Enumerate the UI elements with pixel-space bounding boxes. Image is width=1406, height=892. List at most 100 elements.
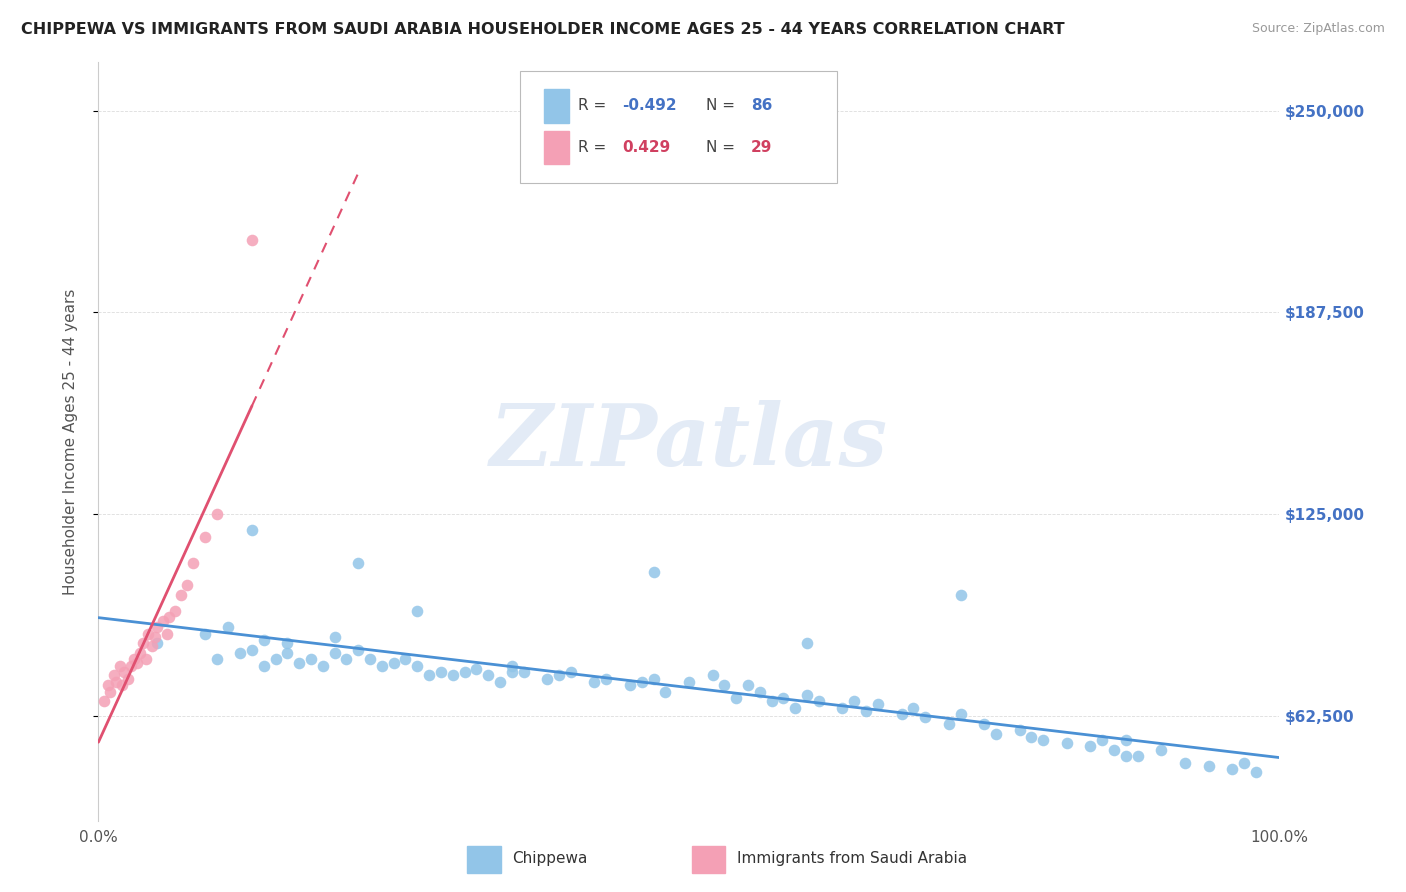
- Text: R =: R =: [578, 98, 610, 113]
- Point: [973, 716, 995, 731]
- Point: [654, 684, 676, 698]
- Point: [512, 665, 534, 680]
- Point: [176, 578, 198, 592]
- Point: [165, 604, 187, 618]
- Point: [477, 668, 499, 682]
- Point: [205, 507, 228, 521]
- Point: [453, 665, 475, 680]
- Text: Source: ZipAtlas.com: Source: ZipAtlas.com: [1251, 22, 1385, 36]
- Point: [276, 636, 298, 650]
- Point: [1115, 733, 1137, 747]
- Point: [146, 620, 169, 634]
- Point: [122, 652, 145, 666]
- Point: [785, 700, 807, 714]
- Point: [1198, 759, 1220, 773]
- Text: N =: N =: [706, 140, 740, 155]
- Text: 86: 86: [751, 98, 772, 113]
- Point: [93, 694, 115, 708]
- Point: [194, 626, 217, 640]
- Point: [132, 636, 155, 650]
- Point: [418, 668, 440, 682]
- Point: [796, 688, 818, 702]
- Text: CHIPPEWA VS IMMIGRANTS FROM SAUDI ARABIA HOUSEHOLDER INCOME AGES 25 - 44 YEARS C: CHIPPEWA VS IMMIGRANTS FROM SAUDI ARABIA…: [21, 22, 1064, 37]
- Point: [406, 658, 429, 673]
- Point: [831, 700, 853, 714]
- Point: [903, 700, 925, 714]
- Point: [548, 668, 571, 682]
- Point: [1080, 739, 1102, 754]
- Point: [382, 656, 405, 670]
- Point: [844, 694, 866, 708]
- Point: [501, 658, 523, 673]
- Point: [97, 678, 120, 692]
- Point: [141, 640, 163, 654]
- Point: [229, 646, 252, 660]
- Point: [394, 652, 416, 666]
- Point: [103, 668, 125, 682]
- Point: [312, 658, 335, 673]
- Point: [1220, 762, 1243, 776]
- Point: [430, 665, 453, 680]
- Point: [949, 588, 972, 602]
- Point: [323, 646, 346, 660]
- Y-axis label: Householder Income Ages 25 - 44 years: Householder Income Ages 25 - 44 years: [63, 288, 77, 595]
- Point: [890, 707, 912, 722]
- Point: [1056, 736, 1078, 750]
- Bar: [692, 846, 725, 873]
- Point: [489, 674, 512, 689]
- Point: [135, 652, 157, 666]
- Point: [1115, 749, 1137, 764]
- Point: [335, 652, 357, 666]
- Point: [441, 668, 464, 682]
- Point: [855, 704, 877, 718]
- Point: [772, 691, 794, 706]
- Bar: [544, 89, 569, 123]
- Point: [111, 678, 134, 692]
- Point: [347, 642, 370, 657]
- Point: [713, 678, 735, 692]
- Point: [108, 658, 131, 673]
- Point: [630, 674, 652, 689]
- Point: [205, 652, 228, 666]
- Point: [807, 694, 830, 708]
- Point: [725, 691, 748, 706]
- Point: [121, 658, 143, 673]
- Point: [678, 674, 700, 689]
- Point: [105, 674, 128, 689]
- Point: [866, 698, 889, 712]
- Text: Immigrants from Saudi Arabia: Immigrants from Saudi Arabia: [737, 850, 967, 865]
- Point: [152, 614, 174, 628]
- Point: [117, 672, 139, 686]
- Point: [761, 694, 783, 708]
- Point: [1233, 756, 1256, 770]
- Point: [595, 672, 617, 686]
- Text: 0.429: 0.429: [623, 140, 671, 155]
- Point: [465, 662, 488, 676]
- Point: [1102, 742, 1125, 756]
- Point: [643, 672, 665, 686]
- Point: [323, 630, 346, 644]
- Point: [240, 642, 263, 657]
- Point: [127, 656, 149, 670]
- Point: [146, 636, 169, 650]
- Point: [156, 626, 179, 640]
- Point: [288, 656, 311, 670]
- Point: [560, 665, 582, 680]
- Point: [938, 716, 960, 731]
- Text: R =: R =: [578, 140, 610, 155]
- Point: [914, 710, 936, 724]
- Text: -0.492: -0.492: [623, 98, 678, 113]
- Point: [299, 652, 322, 666]
- Point: [157, 610, 180, 624]
- Point: [240, 233, 263, 247]
- Point: [536, 672, 558, 686]
- Point: [264, 652, 287, 666]
- Text: N =: N =: [706, 98, 740, 113]
- Point: [748, 684, 770, 698]
- Point: [371, 658, 394, 673]
- Bar: [544, 130, 569, 164]
- Point: [1032, 733, 1054, 747]
- Point: [253, 658, 276, 673]
- Point: [501, 665, 523, 680]
- Point: [128, 646, 150, 660]
